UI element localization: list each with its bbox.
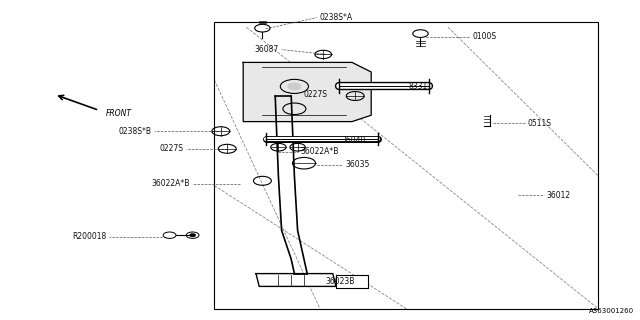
- Polygon shape: [243, 62, 371, 122]
- Text: 0100S: 0100S: [473, 32, 497, 41]
- Bar: [214, 22, 598, 309]
- Text: 36087: 36087: [255, 45, 279, 54]
- Text: 0238S*B: 0238S*B: [118, 127, 151, 136]
- Text: A363001260: A363001260: [588, 308, 634, 314]
- Text: 36040: 36040: [342, 136, 366, 145]
- Text: FRONT: FRONT: [106, 109, 132, 118]
- Text: 0511S: 0511S: [527, 119, 552, 128]
- Text: 0238S*A: 0238S*A: [319, 13, 353, 22]
- Text: 36012: 36012: [547, 191, 571, 200]
- Text: 36023B: 36023B: [326, 277, 355, 286]
- Circle shape: [190, 234, 195, 236]
- Text: R200018: R200018: [72, 232, 106, 241]
- Text: 0227S: 0227S: [303, 90, 327, 99]
- Polygon shape: [336, 275, 368, 288]
- Text: 36035: 36035: [345, 160, 369, 169]
- Text: 0227S: 0227S: [159, 144, 183, 153]
- Text: 36022A*B: 36022A*B: [151, 180, 189, 188]
- Circle shape: [288, 83, 301, 90]
- Polygon shape: [256, 274, 336, 286]
- Text: 36022A*B: 36022A*B: [300, 148, 339, 156]
- Text: 83311: 83311: [409, 82, 433, 91]
